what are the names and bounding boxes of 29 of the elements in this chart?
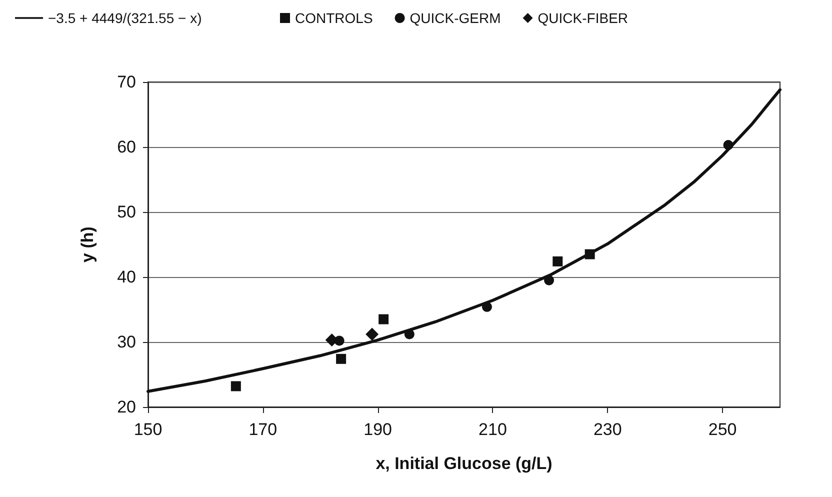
x-tick-label: 170 bbox=[248, 420, 278, 439]
y-tick-label: 70 bbox=[117, 72, 136, 92]
point bbox=[378, 314, 389, 324]
y-axis-title: y (h) bbox=[78, 226, 97, 262]
legend-label: QUICK-GERM bbox=[410, 10, 501, 26]
x-tick-label: 230 bbox=[593, 420, 622, 439]
line-series bbox=[146, 88, 782, 393]
point bbox=[404, 329, 414, 340]
y-tick-label: 20 bbox=[117, 398, 136, 416]
y-tick-label: 40 bbox=[117, 268, 136, 286]
point bbox=[723, 140, 734, 150]
y-tick-label: 60 bbox=[117, 138, 136, 156]
point bbox=[584, 249, 595, 260]
x-axis-title: x, Initial Glucose (g/L) bbox=[376, 454, 552, 473]
y-tick-label: 30 bbox=[117, 332, 136, 352]
x-tick-label: 150 bbox=[134, 420, 162, 439]
point bbox=[366, 328, 379, 341]
x-tick-label: 210 bbox=[478, 420, 507, 439]
x-tick-label: 190 bbox=[364, 420, 392, 439]
legend-label: −3.5 + 4449/(321.55 − x) bbox=[48, 10, 202, 26]
point bbox=[482, 302, 492, 312]
point bbox=[544, 275, 554, 286]
legend-label: QUICK-FIBER bbox=[538, 10, 628, 26]
x-tick-label: 250 bbox=[708, 420, 737, 439]
point bbox=[552, 256, 563, 266]
y-tick-label: 50 bbox=[117, 202, 136, 222]
legend-label: CONTROLS bbox=[295, 10, 373, 26]
point bbox=[230, 381, 241, 392]
point bbox=[336, 354, 346, 364]
